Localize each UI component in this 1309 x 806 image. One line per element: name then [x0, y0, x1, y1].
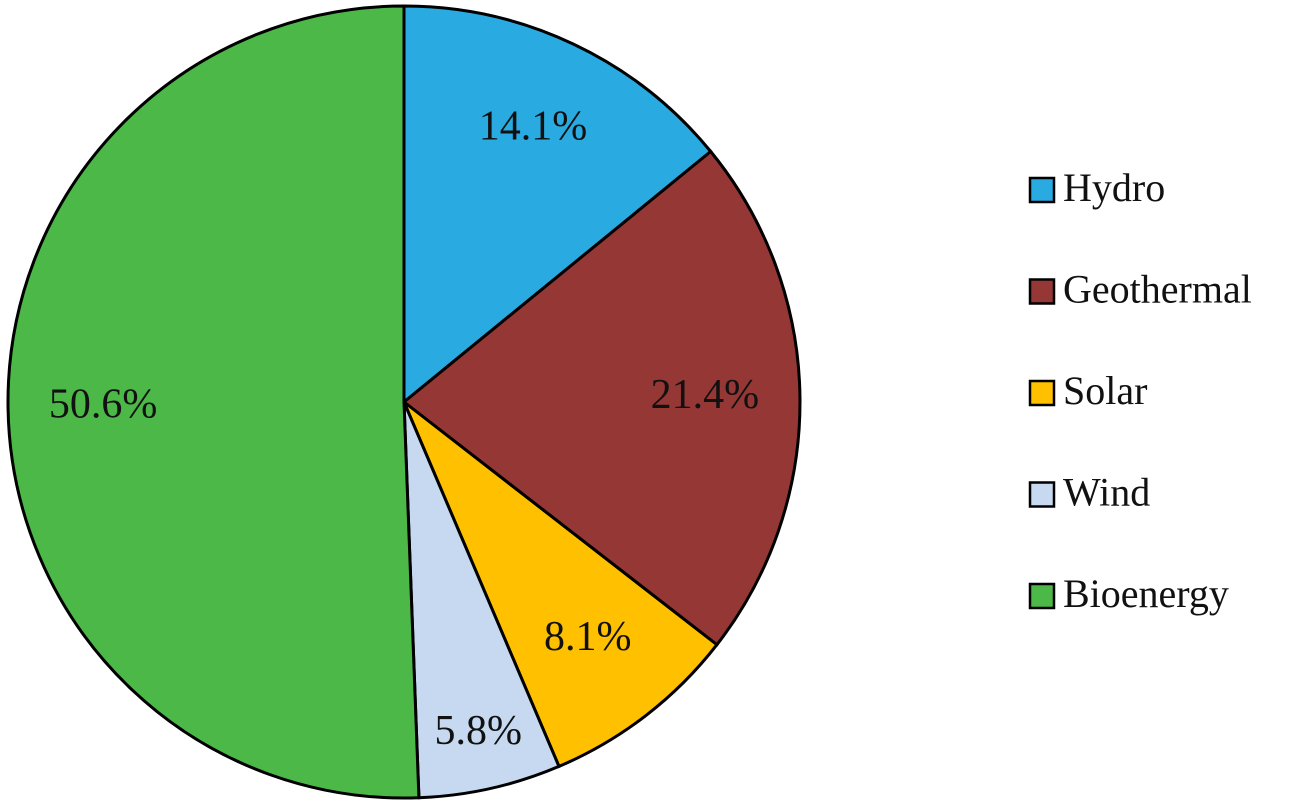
legend-label: Hydro [1063, 165, 1165, 210]
legend-swatch [1028, 481, 1056, 508]
legend-label: Wind [1063, 470, 1150, 515]
legend-swatch [1028, 379, 1056, 407]
pie-slice [400, 397, 720, 769]
slice-label: 21.4% [651, 372, 760, 418]
pie-slice [402, 4, 713, 406]
slice-label: 50.6% [49, 381, 158, 427]
legend-swatch [1028, 278, 1056, 305]
legend-label: Solar [1063, 368, 1147, 413]
slice-label: 14.1% [479, 104, 588, 150]
pie-slice [6, 4, 421, 800]
slice-label: 8.1% [544, 614, 632, 660]
legend-swatch [1028, 176, 1056, 204]
pie-slice [402, 401, 561, 800]
legend-label: Geothermal [1063, 267, 1252, 312]
pie-slice [401, 149, 802, 647]
slice-label: 5.8% [435, 708, 523, 754]
legend-swatch [1028, 582, 1056, 610]
legend-label: Bioenergy [1063, 571, 1229, 616]
